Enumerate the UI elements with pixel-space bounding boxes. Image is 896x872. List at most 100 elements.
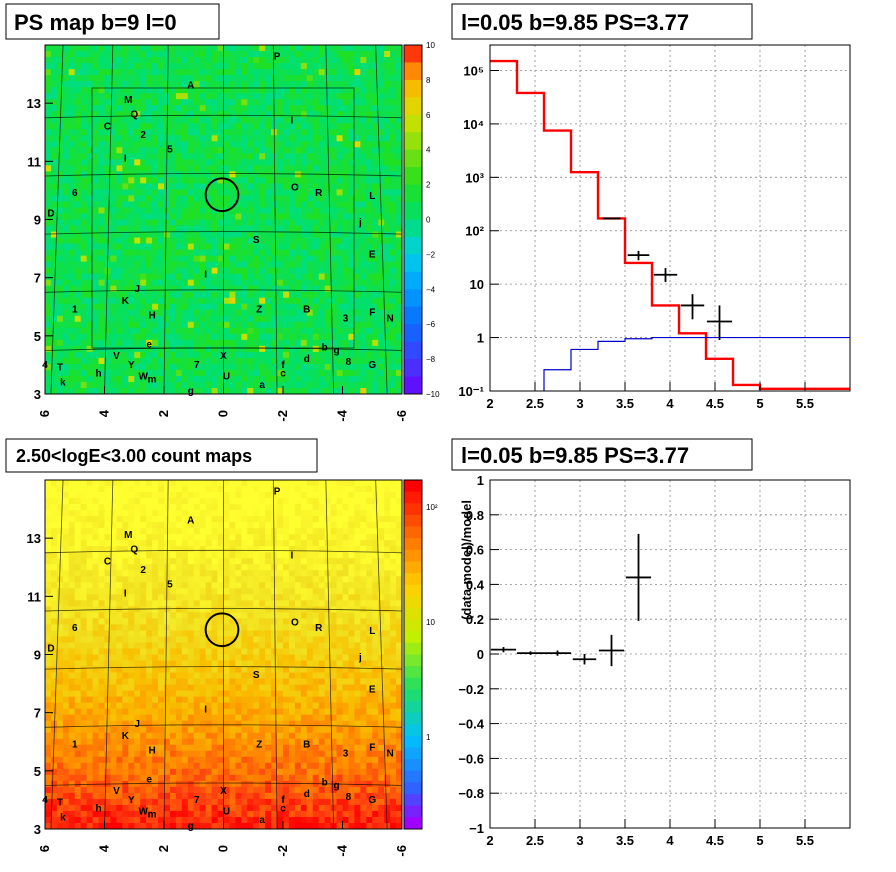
count-map-pixel (128, 582, 135, 589)
ps-map-pixel (318, 159, 326, 166)
ps-map-pixel (193, 63, 201, 70)
ps-map-pixel (300, 339, 308, 347)
map-meridian-line (272, 44, 278, 395)
ps-map-pixel (211, 255, 218, 263)
count-map-pixel (193, 558, 201, 565)
ps-map-pixel (205, 237, 212, 244)
count-map-pixel (247, 486, 254, 493)
ps-map-pixel (181, 297, 189, 305)
ps-map-pixel (50, 219, 58, 226)
ps-map-pixel (45, 201, 52, 208)
ps-map-pixel (104, 183, 111, 190)
ps-map-pixel (354, 267, 361, 275)
ps-map-pixel (306, 81, 314, 88)
ps-map-pixel (110, 201, 117, 208)
ps-map-pixel (360, 69, 367, 76)
ps-map-pixel (312, 195, 320, 202)
ps-map-pixel (128, 279, 135, 287)
ps-map-pixel (336, 81, 343, 88)
ps-map-pixel (283, 75, 290, 82)
ps-map-pixel (116, 261, 123, 269)
count-map-pixel (300, 564, 308, 571)
ps-map-pixel (122, 249, 129, 257)
ps-map-pixel (348, 225, 355, 232)
ps-map-pixel (193, 81, 201, 88)
count-map-pixel (205, 588, 212, 595)
ps-map-pixel (390, 117, 397, 124)
ps-map-pixel (300, 381, 308, 389)
ps-map-pixel (396, 339, 403, 347)
ps-map-pixel (110, 123, 117, 130)
ps-map-pixel (74, 177, 82, 184)
ps-map-pixel (140, 69, 147, 76)
ps-map-pixel (193, 213, 201, 220)
ps-map-pixel (122, 129, 129, 136)
ps-map-pixel (271, 231, 278, 238)
ps-map-pixel (390, 75, 397, 82)
ps-map-pixel (140, 255, 147, 263)
ps-map-pixel (104, 225, 111, 232)
ps-map-pixel (378, 321, 385, 329)
ps-map-pixel (378, 339, 385, 347)
ps-map-pixel (336, 285, 343, 293)
count-map-pixel (354, 564, 361, 571)
ps-map-pixel (300, 303, 308, 311)
ps-map-pixel (336, 99, 343, 106)
ps-map-pixel (211, 183, 218, 190)
ps-map-pixel (360, 303, 367, 311)
ps-map-pixel (98, 381, 105, 389)
ps-map-pixel (366, 69, 373, 76)
ps-map-pixel (223, 369, 230, 377)
ps-map-pixel (68, 165, 76, 172)
ps-map-pixel (378, 195, 385, 202)
ps-map-pixel (271, 297, 278, 305)
ps-map-pixel (372, 75, 379, 82)
ps-map-pixel (223, 237, 230, 244)
count-map-pixel (217, 600, 224, 607)
ps-map-pixel (366, 207, 373, 214)
ps-map-pixel (283, 273, 290, 281)
ps-map-pixel (294, 57, 302, 64)
ps-map-pixel (98, 219, 105, 226)
source-label: h (95, 369, 101, 380)
ps-map-pixel (110, 213, 117, 220)
ps-map-pixel (199, 81, 207, 88)
ps-map-pixel (366, 321, 373, 329)
ps-map-pixel (360, 219, 367, 226)
ps-map-pixel (330, 321, 337, 329)
count-map-pixel (294, 486, 302, 493)
ps-map-pixel (294, 201, 302, 208)
ps-map-pixel (211, 189, 218, 196)
ps-map-pixel (396, 129, 403, 136)
count-map-pixel (378, 594, 385, 601)
count-map-pixel (396, 600, 403, 607)
ps-map-pixel (277, 369, 284, 377)
count-map-pixel (181, 606, 189, 613)
count-map-pixel (146, 588, 153, 595)
count-map-pixel (140, 504, 147, 511)
ps-map-pixel (283, 309, 290, 317)
ps-map-pixel (306, 201, 314, 208)
ps-map-pixel (45, 273, 52, 281)
ps-map-pixel (253, 189, 260, 196)
ps-map-pixel (187, 297, 195, 305)
ps-map-pixel (74, 351, 82, 359)
count-map-pixel (110, 600, 117, 607)
ps-map-pixel (146, 255, 153, 263)
count-map-pixel (56, 606, 64, 613)
count-map-pixel (158, 522, 165, 529)
ps-map-pixel (384, 117, 391, 124)
count-map-pixel (253, 504, 260, 511)
count-map-pixel (50, 570, 58, 577)
count-map-pixel (259, 486, 266, 493)
ps-map-pixel (199, 231, 207, 238)
count-map-pixel (277, 552, 284, 559)
ps-map-pixel (283, 375, 290, 383)
ps-map-pixel (241, 153, 248, 160)
ps-map-pixel (152, 111, 159, 118)
ps-map-pixel (390, 345, 397, 353)
ps-map-pixel (360, 129, 367, 136)
ps-map-pixel (348, 165, 355, 172)
ps-map-pixel (241, 345, 248, 353)
ps-map-pixel (158, 261, 165, 269)
